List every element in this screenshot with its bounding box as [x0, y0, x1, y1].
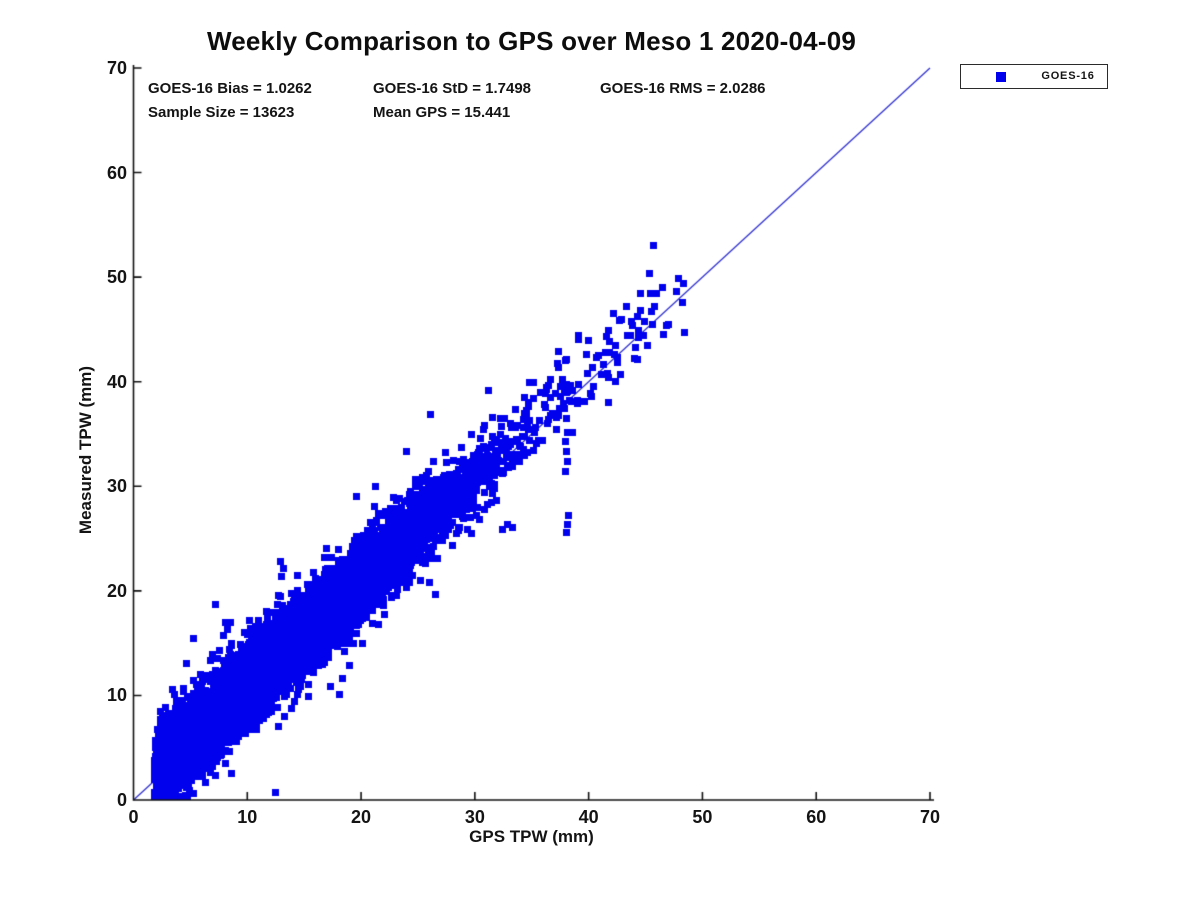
stat-sample-size: Sample Size = 13623	[148, 104, 295, 121]
x-tick-label: 70	[919, 807, 941, 827]
y-tick-label: 40	[106, 371, 127, 392]
x-tick-label: 10	[237, 807, 258, 827]
y-tick-label: 50	[106, 267, 127, 288]
chart-title: Weekly Comparison to GPS over Meso 1 202…	[206, 26, 857, 56]
x-tick-label: 50	[692, 807, 713, 827]
y-axis-label: Measured TPW (mm)	[76, 365, 95, 535]
x-tick-label: 20	[351, 807, 372, 827]
y-tick-label: 10	[106, 685, 127, 706]
x-tick-label: 40	[578, 807, 599, 827]
x-tick-label: 30	[464, 807, 485, 827]
y-tick-label: 20	[106, 580, 127, 601]
legend-label: GOES-16	[1041, 70, 1095, 82]
x-tick-label: 60	[806, 807, 827, 827]
y-tick-label: 30	[106, 476, 127, 497]
stat-bias: GOES-16 Bias = 1.0262	[148, 80, 312, 97]
x-axis-label: GPS TPW (mm)	[469, 827, 594, 846]
y-tick-label: 0	[116, 790, 127, 810]
y-tick-label: 70	[106, 58, 127, 78]
stat-rms: GOES-16 RMS = 2.0286	[600, 80, 766, 97]
stat-std: GOES-16 StD = 1.7498	[373, 80, 531, 97]
y-tick-label: 60	[106, 162, 127, 183]
legend-marker-square	[996, 72, 1006, 82]
x-tick-label: 0	[128, 807, 139, 827]
stat-mean-gps: Mean GPS = 15.441	[373, 104, 511, 121]
legend: GOES-16	[960, 64, 1108, 89]
